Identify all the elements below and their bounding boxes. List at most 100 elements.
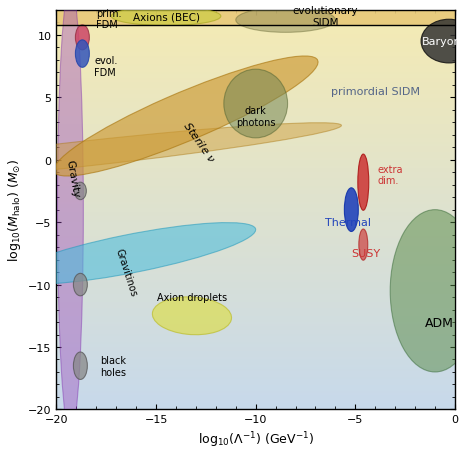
Bar xyxy=(56,154,455,157)
Text: Thermal: Thermal xyxy=(326,217,372,228)
Text: extra
dim.: extra dim. xyxy=(377,165,403,186)
Bar xyxy=(56,188,455,190)
Bar xyxy=(56,284,455,286)
Bar xyxy=(56,294,455,296)
Bar xyxy=(56,105,455,106)
Bar xyxy=(56,338,455,340)
Bar xyxy=(56,226,455,228)
Ellipse shape xyxy=(359,229,368,261)
Bar xyxy=(56,206,455,208)
Bar xyxy=(56,372,455,374)
Bar xyxy=(56,292,455,294)
Bar xyxy=(56,296,455,298)
Bar xyxy=(56,232,455,234)
Bar xyxy=(56,174,455,176)
Bar xyxy=(56,13,455,15)
Text: evolutionary
SIDM: evolutionary SIDM xyxy=(292,6,358,28)
Bar xyxy=(56,234,455,236)
Bar xyxy=(56,158,455,160)
Bar xyxy=(56,192,455,194)
Bar xyxy=(56,320,455,322)
Bar xyxy=(56,49,455,51)
Bar xyxy=(56,65,455,67)
Bar xyxy=(56,160,455,162)
Bar xyxy=(56,378,455,379)
Bar xyxy=(56,186,455,188)
Bar xyxy=(56,141,455,142)
Bar xyxy=(56,282,455,284)
Bar xyxy=(56,182,455,184)
Bar xyxy=(56,29,455,31)
Bar xyxy=(56,157,455,158)
Bar xyxy=(56,318,455,320)
Text: SUSY: SUSY xyxy=(351,249,381,259)
Bar xyxy=(56,148,455,151)
Ellipse shape xyxy=(111,8,221,26)
Bar xyxy=(56,71,455,73)
Ellipse shape xyxy=(224,70,288,139)
Ellipse shape xyxy=(57,0,83,435)
Bar xyxy=(56,190,455,192)
Bar xyxy=(56,334,455,336)
Text: Sterile $\nu$: Sterile $\nu$ xyxy=(182,119,219,164)
Bar xyxy=(56,300,455,302)
Bar xyxy=(56,151,455,152)
Bar xyxy=(56,368,455,369)
Bar xyxy=(56,394,455,395)
Bar xyxy=(56,272,455,274)
Bar xyxy=(56,240,455,242)
Bar xyxy=(56,43,455,45)
Bar xyxy=(56,112,455,115)
Bar xyxy=(56,200,455,202)
Bar xyxy=(56,101,455,102)
Bar xyxy=(56,352,455,354)
Bar xyxy=(56,170,455,172)
Bar xyxy=(56,47,455,49)
Text: Gravity: Gravity xyxy=(64,159,81,199)
Bar xyxy=(56,128,455,131)
Bar xyxy=(56,208,455,210)
Bar xyxy=(56,85,455,86)
Ellipse shape xyxy=(75,41,89,68)
Bar xyxy=(56,290,455,292)
Bar xyxy=(56,248,455,250)
Bar xyxy=(56,362,455,364)
Text: black
holes: black holes xyxy=(100,355,126,377)
Text: Axion droplets: Axion droplets xyxy=(157,293,227,303)
Bar xyxy=(56,11,455,13)
Text: primordial SIDM: primordial SIDM xyxy=(331,87,420,97)
Bar xyxy=(56,194,455,196)
Bar xyxy=(56,95,455,96)
Y-axis label: log$_{10}$($M_{\mathrm{halo}}$) ($M_{\odot}$): log$_{10}$($M_{\mathrm{halo}}$) ($M_{\od… xyxy=(6,159,23,262)
Text: dark
photons: dark photons xyxy=(236,106,275,127)
Ellipse shape xyxy=(390,210,474,372)
Bar xyxy=(56,224,455,226)
Bar xyxy=(56,55,455,57)
Bar xyxy=(56,37,455,39)
Bar xyxy=(56,369,455,372)
Bar xyxy=(56,144,455,147)
Bar xyxy=(56,59,455,61)
Bar xyxy=(56,79,455,81)
Bar xyxy=(56,274,455,276)
Bar xyxy=(56,312,455,314)
Bar xyxy=(56,99,455,101)
Text: evol.
FDM: evol. FDM xyxy=(94,56,118,78)
Bar xyxy=(56,89,455,91)
Bar xyxy=(56,196,455,198)
Text: prim.
FDM: prim. FDM xyxy=(96,9,122,30)
Bar xyxy=(56,91,455,92)
Bar xyxy=(56,210,455,212)
Bar xyxy=(56,76,455,79)
Bar xyxy=(56,244,455,246)
Bar xyxy=(56,256,455,258)
Bar xyxy=(56,328,455,330)
Bar xyxy=(56,392,455,394)
Bar xyxy=(56,384,455,385)
Bar xyxy=(56,69,455,71)
Bar xyxy=(56,238,455,240)
Bar xyxy=(56,264,455,266)
Bar xyxy=(56,379,455,382)
Bar xyxy=(56,39,455,41)
Bar xyxy=(56,354,455,356)
